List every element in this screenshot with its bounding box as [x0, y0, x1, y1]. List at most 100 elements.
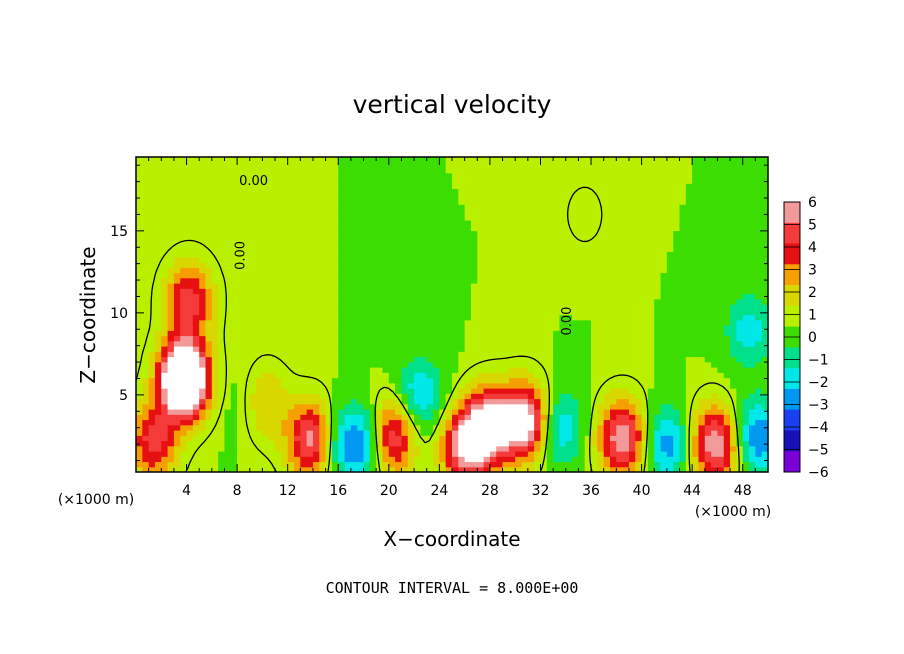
field-cell: [458, 314, 466, 321]
field-cell: [496, 351, 504, 358]
field-cell: [546, 456, 554, 463]
field-cell: [338, 356, 346, 363]
field-cell: [275, 445, 282, 452]
field-cell: [300, 325, 308, 331]
field-cell: [230, 435, 238, 442]
field-cell: [338, 309, 346, 316]
field-cell: [312, 225, 320, 232]
field-cell: [363, 230, 371, 237]
field-cell: [275, 225, 282, 232]
field-cell: [565, 188, 573, 195]
field-cell: [572, 325, 579, 331]
field-cell: [452, 388, 459, 394]
field-cell: [281, 461, 289, 468]
field-cell: [439, 167, 447, 174]
field-cell: [420, 398, 428, 405]
field-cell: [344, 209, 352, 216]
field-cell: [616, 382, 624, 389]
field-cell: [521, 193, 529, 200]
field-cell: [420, 235, 428, 242]
field-cell: [167, 241, 175, 247]
field-cell: [237, 435, 245, 442]
field-cell: [312, 199, 320, 205]
field-cell: [420, 356, 428, 363]
field-cell: [591, 393, 598, 400]
field-cell: [331, 430, 339, 436]
field-cell: [161, 445, 169, 452]
field-cell: [199, 424, 207, 431]
field-cell: [433, 283, 440, 289]
field-cell: [237, 351, 245, 358]
field-cell: [521, 403, 529, 410]
field-cell: [654, 403, 662, 410]
field-cell: [136, 256, 143, 263]
field-cell: [268, 351, 276, 358]
field-cell: [154, 451, 162, 457]
field-cell: [622, 251, 630, 258]
field-cell: [350, 403, 358, 410]
field-cell: [262, 382, 270, 389]
field-cell: [211, 440, 219, 447]
field-cell: [331, 256, 339, 263]
field-cell: [180, 288, 188, 295]
field-cell: [237, 262, 245, 268]
field-cell: [407, 414, 415, 421]
field-cell: [300, 304, 308, 310]
field-cell: [496, 178, 504, 184]
field-cell: [546, 361, 554, 368]
field-cell: [527, 309, 535, 316]
field-cell: [622, 246, 630, 253]
field-cell: [597, 277, 605, 284]
field-cell: [483, 309, 491, 316]
field-cell: [136, 209, 143, 216]
field-cell: [350, 335, 358, 342]
field-cell: [597, 283, 605, 289]
field-cell: [388, 445, 396, 452]
field-cell: [230, 430, 238, 436]
field-cell: [534, 388, 542, 394]
field-cell: [414, 256, 421, 263]
field-cell: [527, 346, 535, 352]
field-cell: [338, 172, 346, 179]
field-cell: [578, 388, 586, 394]
field-cell: [647, 262, 655, 268]
field-cell: [433, 398, 440, 405]
field-cell: [331, 167, 339, 174]
field-cell: [287, 445, 295, 452]
field-cell: [414, 351, 421, 358]
field-cell: [546, 188, 554, 195]
field-cell: [527, 167, 535, 174]
field-cell: [445, 251, 453, 258]
field-cell: [294, 193, 301, 200]
field-cell: [262, 456, 270, 463]
field-cell: [502, 440, 510, 447]
field-cell: [515, 183, 523, 190]
field-cell: [407, 430, 415, 436]
field-cell: [584, 440, 592, 447]
field-cell: [521, 367, 529, 373]
field-cell: [357, 330, 365, 337]
field-cell: [331, 456, 339, 463]
field-cell: [262, 367, 270, 373]
field-cell: [319, 445, 327, 452]
field-cell: [350, 172, 358, 179]
field-cell: [521, 440, 529, 447]
field-cell: [426, 393, 434, 400]
field-cell: [205, 209, 213, 216]
field-cell: [249, 293, 257, 300]
field-cell: [205, 335, 213, 342]
field-cell: [483, 372, 491, 379]
field-cell: [496, 393, 504, 400]
field-cell: [382, 419, 390, 426]
field-cell: [496, 235, 504, 242]
field-cell: [382, 288, 390, 295]
field-cell: [300, 445, 308, 452]
field-cell: [578, 256, 586, 263]
field-cell: [319, 235, 327, 242]
field-cell: [439, 466, 447, 472]
field-cell: [243, 162, 251, 169]
field-cell: [218, 435, 226, 442]
field-cell: [224, 377, 232, 384]
field-cell: [559, 251, 567, 258]
field-cell: [344, 188, 352, 195]
